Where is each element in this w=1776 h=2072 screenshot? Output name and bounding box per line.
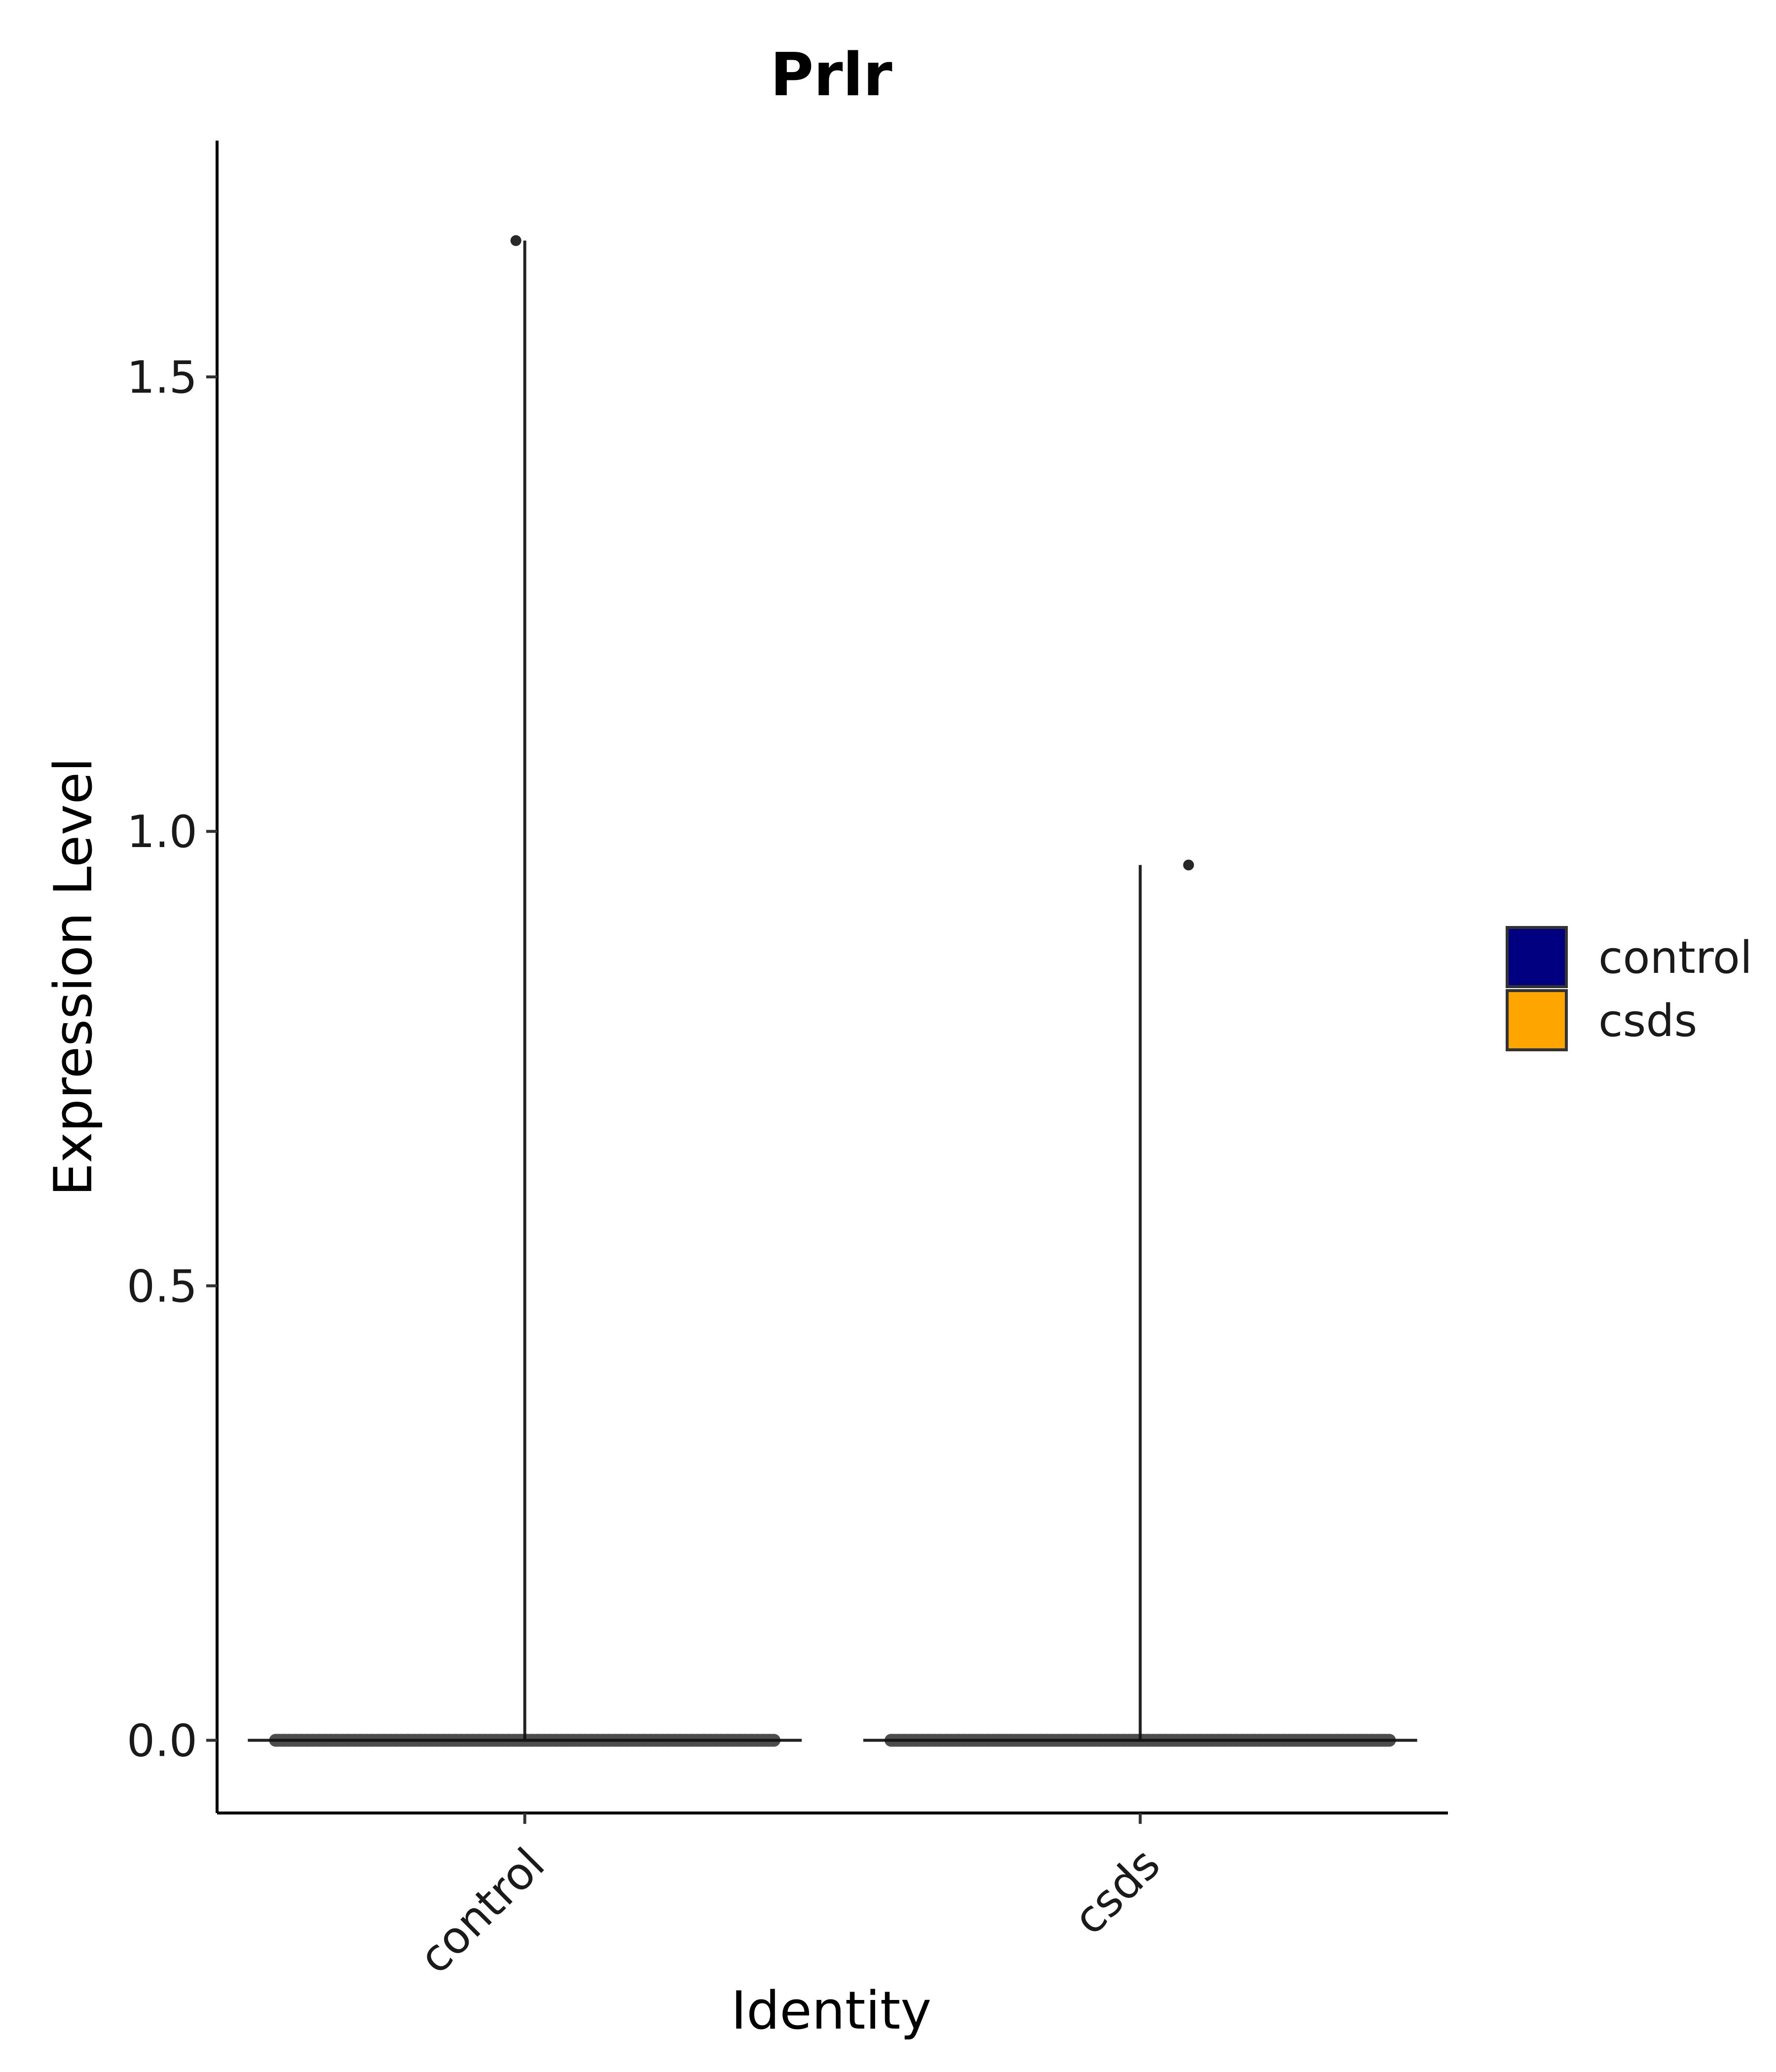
x-axis-title: Identity bbox=[731, 1980, 931, 2041]
outlier-point-csds-0 bbox=[1183, 859, 1194, 871]
legend: control csds bbox=[1506, 926, 1752, 1051]
axes: 0.0 0.5 1.0 1.5 control csds bbox=[127, 141, 1448, 1984]
x-tick-label-0: control bbox=[409, 1838, 555, 1984]
legend-swatch-csds bbox=[1506, 989, 1568, 1051]
x-tick-label-1: csds bbox=[1064, 1838, 1170, 1945]
y-tick-label-1: 0.5 bbox=[127, 1260, 197, 1312]
legend-label-control: control bbox=[1598, 932, 1752, 984]
y-axis-title: Expression Level bbox=[43, 758, 104, 1196]
y-tick-label-2: 1.0 bbox=[127, 806, 197, 858]
y-tick-label-0: 0.0 bbox=[127, 1715, 197, 1767]
legend-label-csds: csds bbox=[1598, 995, 1697, 1047]
outlier-point-control-0 bbox=[510, 235, 521, 246]
legend-swatch-control bbox=[1506, 926, 1568, 988]
y-tick-label-3: 1.5 bbox=[127, 352, 197, 404]
plot-area bbox=[248, 235, 1417, 1747]
chart-title: Prlr bbox=[770, 41, 892, 110]
